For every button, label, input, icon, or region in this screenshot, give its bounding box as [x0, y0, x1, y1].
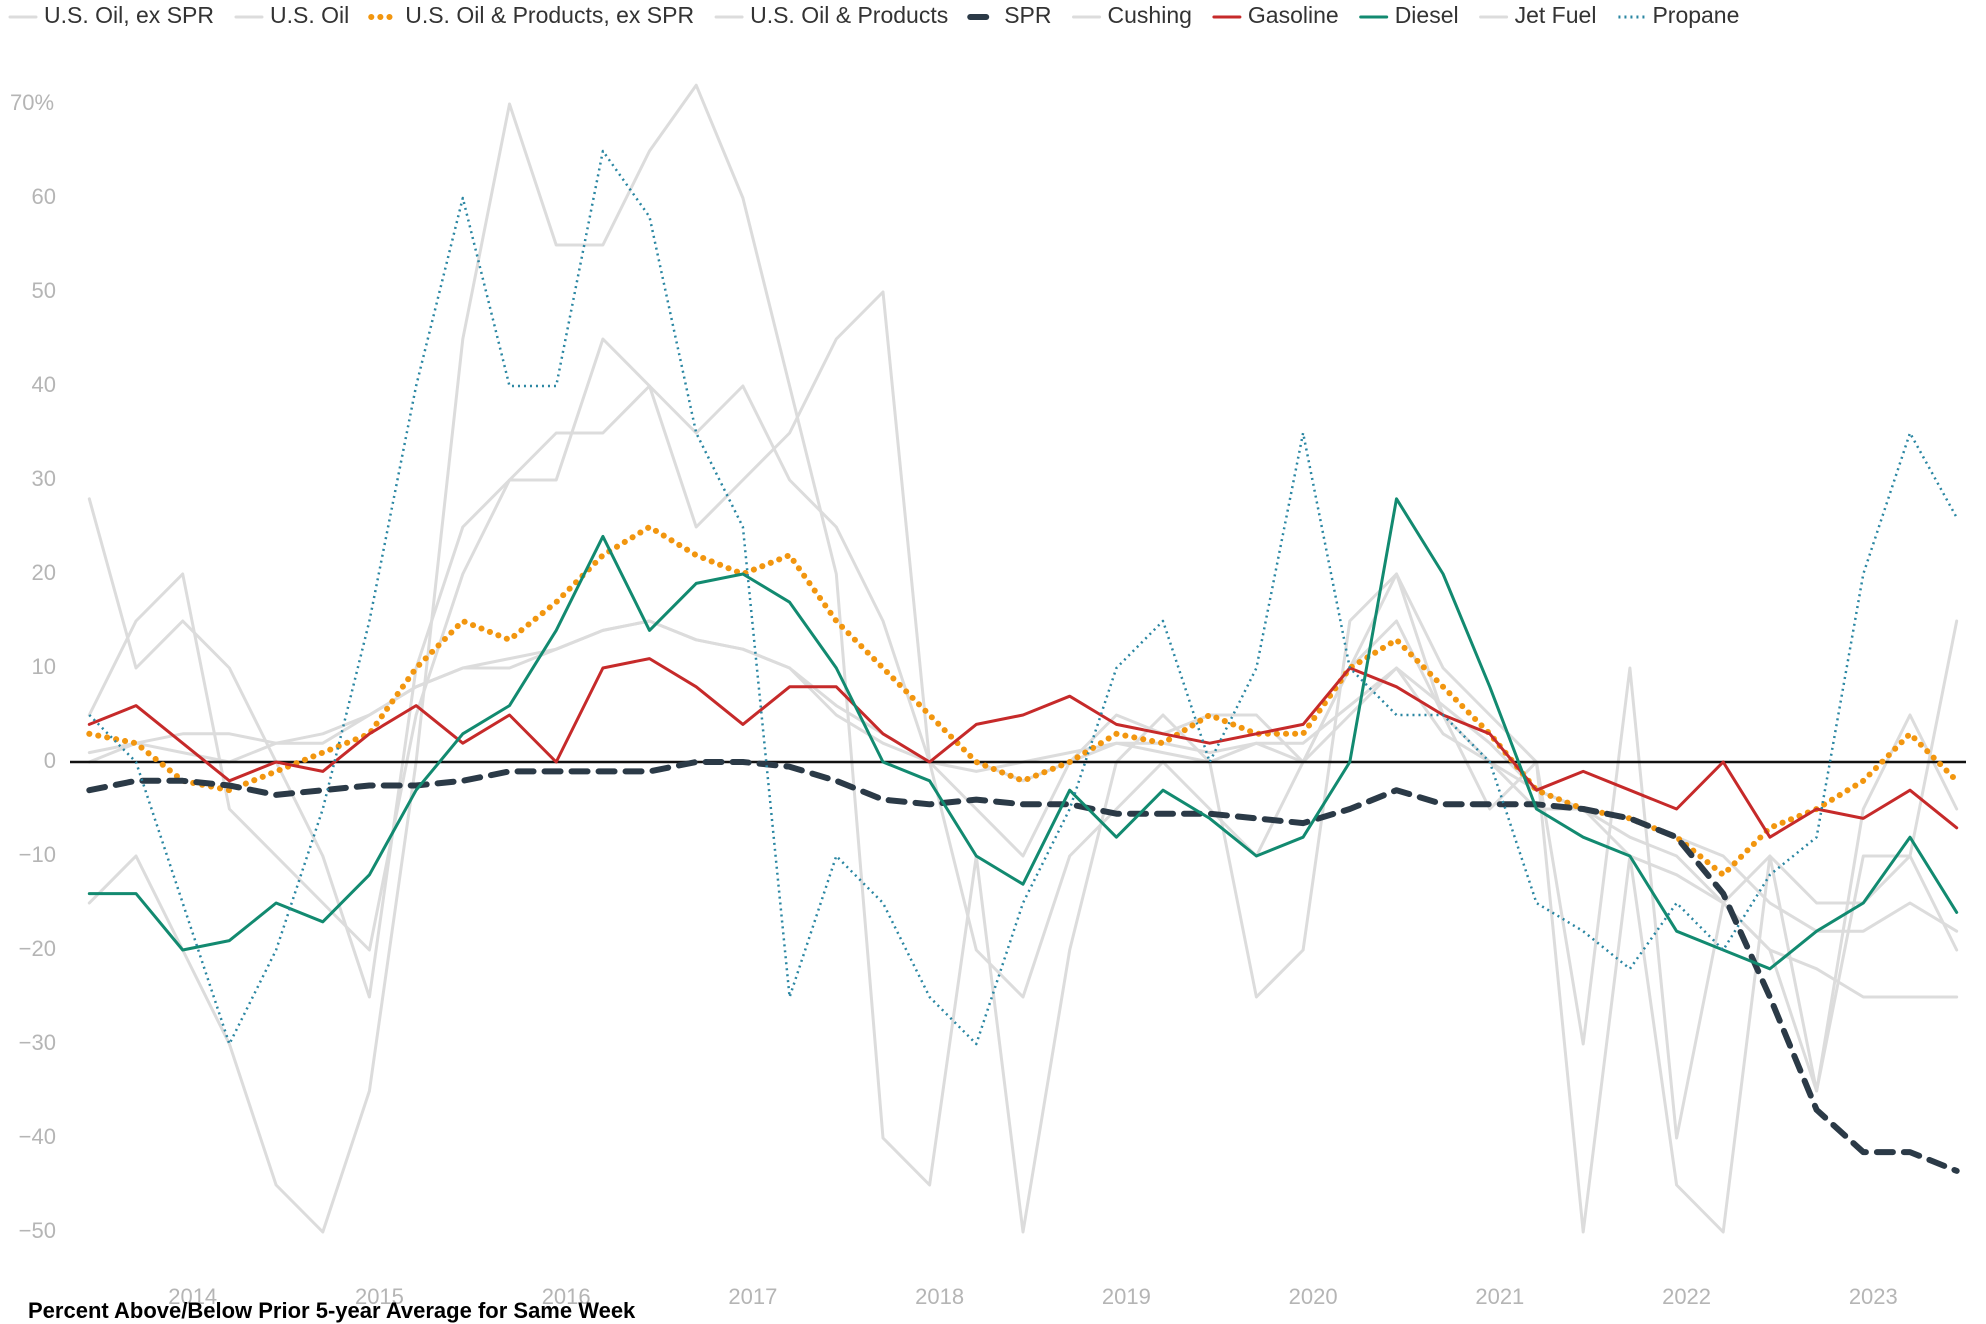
legend-label: U.S. Oil	[270, 2, 349, 28]
y-tick-label: 40	[32, 372, 56, 397]
legend-label: U.S. Oil, ex SPR	[44, 2, 214, 28]
legend: U.S. Oil, ex SPR U.S. Oil U.S. Oil & Produ…	[8, 2, 1739, 28]
y-tick-label: −10	[19, 842, 56, 867]
legend-label: Propane	[1652, 2, 1739, 28]
y-tick-label: −50	[19, 1218, 56, 1243]
series-line	[87, 337, 1959, 999]
x-tick-label: 2020	[1289, 1284, 1338, 1309]
legend-label: Jet Fuel	[1515, 2, 1597, 28]
series-line	[87, 497, 1959, 971]
y-tick-label: 30	[32, 466, 56, 491]
x-tick-label: 2018	[915, 1284, 964, 1309]
x-tick-label: 2021	[1475, 1284, 1524, 1309]
legend-label: U.S. Oil & Products, ex SPR	[405, 2, 694, 28]
y-tick-label: 20	[32, 560, 56, 585]
series	[70, 83, 1966, 1234]
legend-label: SPR	[1004, 2, 1051, 28]
series-line	[86, 759, 1960, 1174]
grid: −50 −40 −30 −20 −10 0 10 20 30 40 50 60 70% 2014 2015 2…	[10, 90, 1898, 1309]
y-tick-label: 0	[44, 748, 56, 773]
x-tick-label: 2017	[728, 1284, 777, 1309]
legend-label: Gasoline	[1248, 2, 1339, 28]
y-tick-label: 60	[32, 184, 56, 209]
series-line	[87, 657, 1959, 839]
series-line	[87, 83, 1959, 1234]
y-tick-label: 70%	[10, 90, 54, 115]
x-tick-label: 2022	[1662, 1284, 1711, 1309]
series-line	[86, 524, 1960, 878]
legend-label: U.S. Oil & Products	[750, 2, 948, 28]
note: Percent Above/Below Prior 5-year Average…	[28, 1298, 636, 1323]
y-tick-label: −40	[19, 1124, 56, 1149]
x-tick-label: 2023	[1849, 1284, 1898, 1309]
legend-label: Diesel	[1395, 2, 1459, 28]
y-tick-label: 50	[32, 278, 56, 303]
y-tick-label: 10	[32, 654, 56, 679]
y-tick-label: −20	[19, 936, 56, 961]
x-tick-label: 2019	[1102, 1284, 1151, 1309]
x-tick-label: 2014	[168, 1284, 217, 1309]
x-tick-label: 2016	[542, 1284, 591, 1309]
y-tick-label: −30	[19, 1030, 56, 1055]
series-line	[88, 149, 1958, 1046]
legend-label: Cushing	[1108, 2, 1192, 28]
x-tick-label: 2015	[355, 1284, 404, 1309]
